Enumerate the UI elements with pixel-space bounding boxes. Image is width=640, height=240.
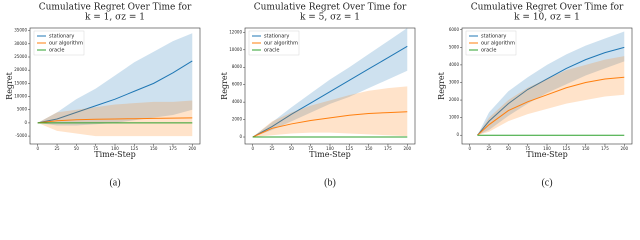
x-tick-label: 25	[486, 146, 492, 151]
y-tick-label: 8000	[232, 64, 243, 69]
legend-label: our algorithm	[481, 41, 515, 47]
y-axis-label: Regret	[437, 71, 446, 99]
y-tick-label: 3000	[449, 79, 460, 84]
x-tick-label: 75	[93, 146, 99, 151]
x-tick-label: 200	[188, 146, 196, 151]
x-tick-label: 100	[111, 146, 119, 151]
legend-label: oracle	[481, 48, 496, 54]
series-line	[477, 46, 625, 136]
y-tick-label: 1000	[449, 115, 460, 120]
confidence-band	[37, 33, 193, 126]
x-tick-label: 150	[150, 146, 158, 151]
y-tick-label: 5000	[449, 44, 460, 49]
x-tick-label: 50	[289, 146, 295, 151]
legend-label: our algorithm	[264, 41, 298, 47]
chart-subtitle: k = 5, σz = 1	[300, 13, 360, 23]
y-tick-label: 25000	[14, 54, 27, 59]
y-tick-label: 2000	[232, 117, 243, 122]
chart-subtitle: k = 1, σz = 1	[85, 13, 145, 23]
series-line	[252, 111, 408, 138]
legend-label: stationary	[481, 34, 506, 40]
caption: (c)	[541, 177, 552, 188]
x-tick-label: 175	[601, 146, 609, 151]
x-tick-label: 175	[169, 146, 177, 151]
legend-label: oracle	[264, 48, 279, 54]
series-line	[477, 76, 625, 136]
x-tick-label: 150	[365, 146, 373, 151]
confidence-band	[477, 31, 625, 136]
y-axis-label: Regret	[5, 71, 14, 99]
x-axis-label: Time-Step	[94, 150, 135, 159]
x-tick-label: 125	[130, 146, 138, 151]
legend-label: our algorithm	[49, 41, 83, 47]
legend-label: oracle	[49, 48, 64, 54]
caption: (b)	[324, 177, 336, 188]
y-tick-label: 4000	[232, 99, 243, 104]
x-tick-label: 25	[54, 146, 60, 151]
y-axis-label: Regret	[220, 71, 229, 99]
x-tick-label: 50	[506, 146, 512, 151]
x-tick-label: 25	[269, 146, 275, 151]
y-tick-label: 20000	[14, 67, 27, 72]
x-tick-label: 100	[326, 146, 334, 151]
x-tick-label: 0	[468, 146, 471, 151]
y-tick-label: 5000	[17, 107, 28, 112]
y-tick-label: 10000	[229, 47, 242, 52]
x-tick-label: 175	[384, 146, 392, 151]
caption: (a)	[109, 177, 120, 188]
series-line	[37, 117, 193, 124]
chart-subtitle: k = 10, σz = 1	[514, 13, 580, 23]
chart-title: Cumulative Regret Over Time for	[471, 3, 624, 13]
x-tick-label: 125	[345, 146, 353, 151]
y-tick-label: 35000	[14, 28, 27, 33]
confidence-band	[252, 28, 408, 138]
y-tick-label: 6000	[232, 82, 243, 87]
x-axis-label: Time-Step	[309, 150, 350, 159]
confidence-band	[477, 56, 625, 136]
y-tick-label: 6000	[449, 27, 460, 32]
series-line	[37, 60, 193, 124]
legend-label: stationary	[49, 34, 74, 40]
y-tick-label: 0	[24, 120, 27, 125]
chart-title: Cumulative Regret Over Time for	[254, 3, 407, 13]
x-axis-label: Time-Step	[526, 150, 567, 159]
x-tick-label: 200	[403, 146, 411, 151]
x-tick-label: 200	[620, 146, 628, 151]
x-tick-label: 75	[308, 146, 314, 151]
y-tick-label: 0	[239, 134, 242, 139]
y-tick-label: 12000	[229, 29, 242, 34]
x-tick-label: 150	[582, 146, 590, 151]
x-tick-label: 75	[525, 146, 531, 151]
x-tick-label: 100	[543, 146, 551, 151]
x-tick-label: 0	[251, 146, 254, 151]
y-tick-label: -5000	[15, 133, 27, 138]
y-tick-label: 0	[456, 132, 459, 137]
y-tick-label: 4000	[449, 62, 460, 67]
x-tick-label: 0	[36, 146, 39, 151]
x-tick-label: 125	[562, 146, 570, 151]
y-tick-label: 2000	[449, 97, 460, 102]
confidence-band	[37, 100, 193, 137]
chart-title: Cumulative Regret Over Time for	[39, 3, 192, 13]
y-tick-label: 10000	[14, 94, 27, 99]
x-tick-label: 50	[74, 146, 80, 151]
series-line	[252, 45, 408, 138]
y-tick-label: 15000	[14, 80, 27, 85]
y-tick-label: 30000	[14, 41, 27, 46]
legend-label: stationary	[264, 34, 289, 40]
